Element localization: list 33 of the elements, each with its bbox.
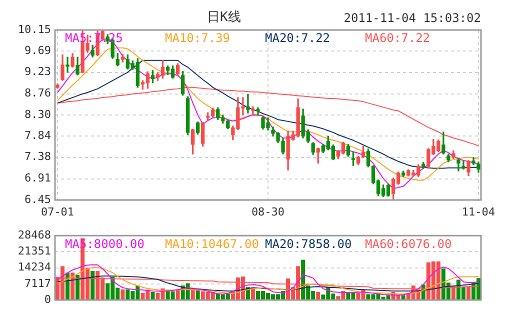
y-tick-label: 7117 xyxy=(24,276,51,290)
chart-title: 日K线 xyxy=(207,10,241,25)
y-tick-label: 6.45 xyxy=(24,192,51,206)
x-tick-label: 11-04 xyxy=(462,205,496,218)
bar xyxy=(90,271,95,300)
bar xyxy=(316,292,320,300)
bar xyxy=(196,290,200,300)
x-tick-label: 07-01 xyxy=(40,205,74,218)
y-tick-label: 9.69 xyxy=(24,44,51,57)
bar xyxy=(401,295,406,300)
text: 2011-11-04 15:03:02 xyxy=(344,11,481,25)
y-tick-label: 8.30 xyxy=(24,108,51,121)
text: MA20:7.22 xyxy=(265,31,330,45)
y-tick-label: 9.23 xyxy=(24,65,51,78)
y-tick-label: 10.15 xyxy=(18,22,51,36)
text: MA60:6076.00 xyxy=(365,236,452,251)
y-tick-label: 7.84 xyxy=(24,128,52,142)
bar xyxy=(176,290,180,300)
y-tick-label: 6.91 xyxy=(24,172,51,185)
text: MA10:10467.00 xyxy=(165,236,259,251)
bar xyxy=(76,274,80,300)
y-tick-label: 21351 xyxy=(18,244,51,258)
bar xyxy=(120,289,125,300)
text: MA60:7.22 xyxy=(365,31,430,45)
y-tick-label: 0 xyxy=(44,292,51,306)
y-tick-label: 7.38 xyxy=(24,150,51,164)
x-tick-label: 08-30 xyxy=(251,205,285,218)
y-tick-label: 28468 xyxy=(18,228,51,242)
y-tick-label: 8.76 xyxy=(24,86,51,100)
bar xyxy=(150,292,155,300)
text: MA20:7858.00 xyxy=(265,236,352,251)
y-tick-label: 14234 xyxy=(18,260,52,274)
text: MA10:7.39 xyxy=(165,31,230,45)
